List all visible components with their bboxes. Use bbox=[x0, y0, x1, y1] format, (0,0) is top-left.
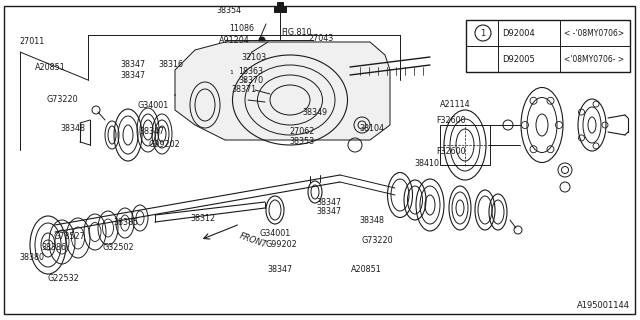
Text: 38386: 38386 bbox=[42, 243, 67, 252]
Text: G34001: G34001 bbox=[138, 101, 169, 110]
Bar bbox=[225, 40, 313, 112]
Text: 38347: 38347 bbox=[268, 265, 292, 274]
Text: 1: 1 bbox=[229, 69, 233, 75]
Text: 38385: 38385 bbox=[114, 218, 139, 227]
Text: 11086: 11086 bbox=[229, 24, 254, 33]
Text: A21114: A21114 bbox=[440, 100, 471, 109]
Text: A195001144: A195001144 bbox=[577, 301, 630, 310]
Text: <'08MY0706- >: <'08MY0706- > bbox=[564, 54, 624, 63]
Text: 38312: 38312 bbox=[191, 214, 216, 223]
Text: 38347: 38347 bbox=[140, 127, 164, 136]
Text: 38348: 38348 bbox=[61, 124, 86, 132]
Text: D92005: D92005 bbox=[502, 54, 535, 63]
Text: G32502: G32502 bbox=[102, 243, 134, 252]
Bar bbox=[274, 6, 286, 12]
Text: 38348: 38348 bbox=[360, 216, 385, 225]
Text: G73220: G73220 bbox=[362, 236, 393, 245]
Text: F32600: F32600 bbox=[436, 147, 466, 156]
Text: 27062: 27062 bbox=[289, 127, 315, 136]
Text: D92004: D92004 bbox=[502, 28, 535, 37]
Bar bbox=[277, 2, 283, 6]
Text: 38371: 38371 bbox=[232, 85, 257, 94]
Text: F32600: F32600 bbox=[436, 116, 466, 125]
Text: 18363: 18363 bbox=[238, 67, 263, 76]
Text: 38370: 38370 bbox=[238, 76, 263, 85]
Text: 38380: 38380 bbox=[19, 253, 44, 262]
Bar bbox=[440, 125, 490, 165]
Text: G22532: G22532 bbox=[48, 274, 80, 283]
Text: 1: 1 bbox=[481, 28, 486, 37]
Bar bbox=[232, 47, 306, 105]
Text: A20851: A20851 bbox=[35, 63, 66, 72]
Text: 27043: 27043 bbox=[308, 34, 333, 43]
Text: FIG.810: FIG.810 bbox=[282, 28, 312, 36]
Text: 38347: 38347 bbox=[317, 207, 342, 216]
Text: A91204: A91204 bbox=[219, 36, 250, 45]
Text: 38353: 38353 bbox=[289, 137, 314, 146]
Text: 38104: 38104 bbox=[360, 124, 385, 133]
Text: 38347: 38347 bbox=[120, 60, 145, 68]
Text: 38349: 38349 bbox=[302, 108, 327, 117]
Text: < -'08MY0706>: < -'08MY0706> bbox=[564, 28, 624, 37]
Text: A20851: A20851 bbox=[351, 265, 381, 274]
Polygon shape bbox=[175, 42, 390, 140]
Bar bbox=[466, 20, 630, 72]
Text: G34001: G34001 bbox=[259, 229, 291, 238]
Text: 1: 1 bbox=[242, 77, 246, 83]
Text: G99202: G99202 bbox=[266, 240, 298, 249]
Text: G99202: G99202 bbox=[148, 140, 180, 149]
Text: 38316: 38316 bbox=[159, 60, 184, 68]
Text: G73220: G73220 bbox=[46, 95, 77, 104]
Text: 38347: 38347 bbox=[317, 198, 342, 207]
Text: 38347: 38347 bbox=[120, 71, 145, 80]
Text: 38410: 38410 bbox=[415, 159, 440, 168]
Circle shape bbox=[259, 37, 265, 43]
Text: G73527: G73527 bbox=[53, 232, 85, 241]
Text: FRONT: FRONT bbox=[238, 232, 268, 250]
Text: 32103: 32103 bbox=[242, 53, 267, 62]
Text: 38354: 38354 bbox=[216, 6, 241, 15]
Text: 27011: 27011 bbox=[19, 37, 44, 46]
